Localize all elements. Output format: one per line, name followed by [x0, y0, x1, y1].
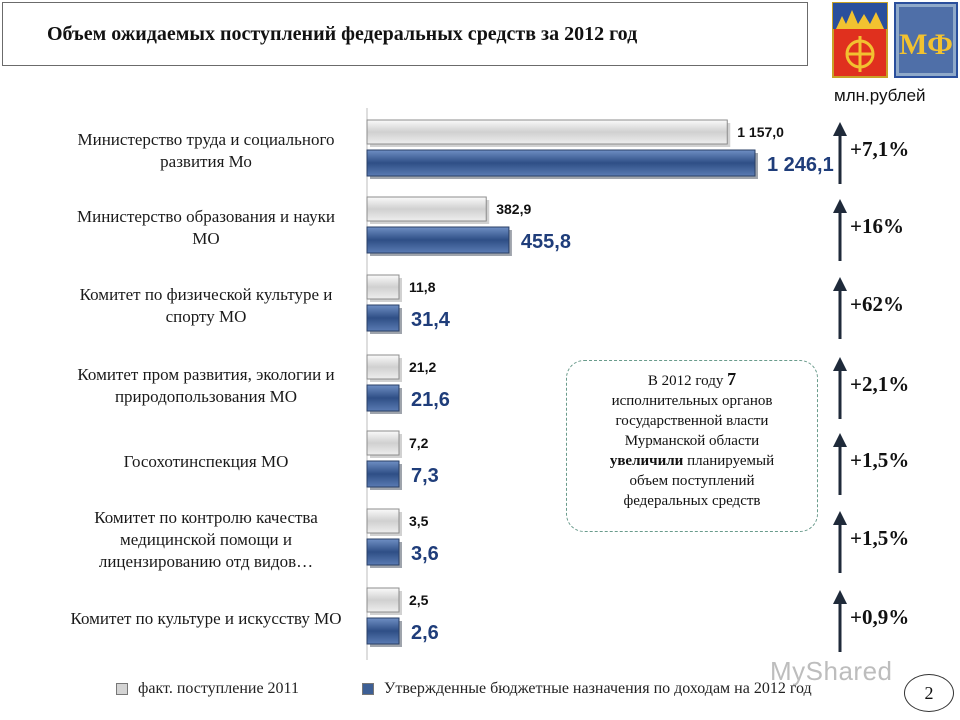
svg-text:МФ: МФ — [899, 28, 953, 61]
growth-arrow-icon — [833, 511, 847, 525]
units-label: млн.рублей — [834, 86, 926, 105]
legend-item-2012: Утвержденные бюджетные назначения по дох… — [362, 680, 812, 698]
legend-item-2011: факт. поступление 2011 — [116, 680, 299, 698]
bar-2011 — [366, 430, 400, 456]
legend-label-2011: факт. поступление 2011 — [138, 680, 299, 697]
category-label: медицинской помощи и — [120, 530, 292, 549]
category-label: развития Мо — [160, 152, 252, 171]
page-number: 2 — [904, 674, 954, 712]
bar-2011 — [366, 196, 487, 222]
category-label: Министерство труда и социального — [77, 130, 334, 149]
legend-swatch-blue — [362, 683, 374, 695]
growth-arrow-icon — [833, 357, 847, 371]
callout-line: планируемый — [683, 453, 775, 469]
category-label: Госохотинспекция МО — [124, 452, 289, 471]
growth-arrow-icon — [833, 590, 847, 604]
callout-line: федеральных средств — [623, 493, 761, 509]
category-label: Комитет по физической культуре и — [80, 285, 333, 304]
growth-label: +1,5% — [850, 448, 909, 472]
bar-2011 — [366, 508, 400, 534]
data-label-2011: 11,8 — [409, 279, 436, 295]
callout-bold-word: увеличили — [609, 453, 684, 469]
category-label: Министерство образования и науки — [77, 207, 335, 226]
callout-text-prefix: В 2012 году — [647, 373, 728, 389]
bar-2012 — [366, 384, 400, 412]
growth-arrow-icon — [833, 122, 847, 136]
growth-label: +16% — [850, 214, 904, 238]
data-label-2012: 1 246,1 — [767, 154, 834, 176]
coat-of-arms-logo — [832, 2, 888, 78]
growth-label: +1,5% — [850, 526, 909, 550]
data-label-2011: 1 157,0 — [737, 124, 784, 140]
growth-arrow-icon — [833, 433, 847, 447]
category-label: природопользования МО — [115, 387, 297, 406]
growth-label: +0,9% — [850, 605, 909, 629]
growth-label: +7,1% — [850, 137, 909, 161]
bar-2012 — [366, 149, 756, 177]
category-label: лицензированию отд видов… — [99, 552, 313, 571]
callout-line: Мурманской области — [624, 433, 760, 449]
data-label-2012: 21,6 — [411, 389, 450, 411]
callout-box: В 2012 году 7 исполнительных органов гос… — [566, 360, 818, 532]
bar-2012 — [366, 538, 400, 566]
category-label: Комитет по контролю качества — [94, 508, 318, 527]
callout-number: 7 — [727, 369, 737, 389]
watermark: MyShared — [770, 656, 893, 686]
category-label: Комитет пром развития, экологии и — [77, 365, 334, 384]
data-label-2011: 2,5 — [409, 592, 429, 608]
category-label: МО — [192, 229, 219, 248]
growth-arrow-icon — [833, 277, 847, 291]
bar-2012 — [366, 460, 400, 488]
data-label-2011: 3,5 — [409, 513, 429, 529]
bar-2011 — [366, 119, 728, 145]
growth-label: +2,1% — [850, 372, 909, 396]
chart-title: Объем ожидаемых поступлений федеральных … — [2, 2, 808, 66]
category-label: Комитет по культуре и искусству МО — [70, 609, 341, 628]
data-label-2012: 31,4 — [411, 309, 451, 331]
data-label-2012: 3,6 — [411, 543, 439, 565]
callout-line: объем поступлений — [629, 473, 755, 489]
bar-2012 — [366, 617, 400, 645]
bar-2011 — [366, 587, 400, 613]
bar-2011 — [366, 274, 400, 300]
bar-2011 — [366, 354, 400, 380]
data-label-2012: 455,8 — [521, 231, 571, 253]
callout-line: государственной власти — [615, 413, 769, 429]
data-label-2011: 21,2 — [409, 359, 436, 375]
bar-2012 — [366, 226, 510, 254]
data-label-2012: 2,6 — [411, 622, 439, 644]
category-label: спорту МО — [166, 307, 247, 326]
legend-swatch-gray — [116, 683, 128, 695]
ministry-finance-logo: МФ — [894, 2, 958, 78]
data-label-2011: 7,2 — [409, 435, 429, 451]
legend-label-2012: Утвержденные бюджетные назначения по дох… — [384, 680, 812, 697]
growth-arrow-icon — [833, 199, 847, 213]
growth-label: +62% — [850, 292, 904, 316]
data-label-2011: 382,9 — [496, 201, 531, 217]
bar-2012 — [366, 304, 400, 332]
data-label-2012: 7,3 — [411, 465, 439, 487]
callout-line: исполнительных органов — [611, 393, 773, 409]
